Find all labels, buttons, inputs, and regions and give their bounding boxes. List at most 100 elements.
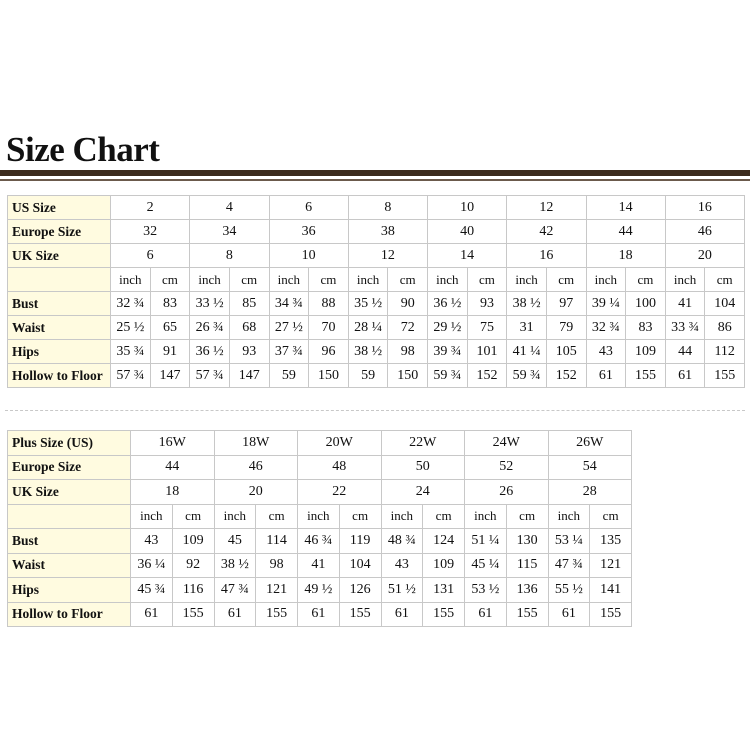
value-cell: 55 ½ <box>547 577 591 603</box>
value-cell: 85 <box>228 291 270 316</box>
value-cell: 46 ¾ <box>297 528 340 554</box>
value-cell: 97 <box>545 291 587 316</box>
row-label: Europe Size <box>7 454 131 480</box>
plus-size-table: Plus Size (US) 16W 18W 20W 22W 24W 26W Europe S… <box>7 430 632 627</box>
value-cell: 43 <box>585 339 627 364</box>
size-cell: 18 <box>130 479 215 505</box>
size-cell: 44 <box>130 454 215 480</box>
size-row: UK Size 18 20 22 24 26 28 <box>7 479 632 505</box>
size-cell: 16 <box>506 243 587 268</box>
size-cell: 26 <box>464 479 549 505</box>
unit-cell: cm <box>387 267 428 292</box>
value-cell: 147 <box>228 363 270 388</box>
size-cell: 44 <box>585 219 666 244</box>
value-cell: 150 <box>308 363 349 388</box>
unit-cell: cm <box>422 503 465 529</box>
size-cell: 26W <box>547 430 632 456</box>
value-cell: 68 <box>228 315 270 340</box>
value-cell: 43 <box>380 552 424 578</box>
value-cell: 75 <box>466 315 508 340</box>
size-cell: 18 <box>585 243 666 268</box>
unit-cell: cm <box>505 503 549 529</box>
size-cell: 20 <box>664 243 746 268</box>
value-cell: 26 ¾ <box>189 315 230 340</box>
value-cell: 38 ½ <box>213 552 257 578</box>
unit-cell: cm <box>308 267 349 292</box>
measure-row: Waist 36 ¼ 92 38 ½ 98 41 104 43 109 45 ¼ 115 47 ¾ 12… <box>7 552 632 578</box>
row-label: US Size <box>7 195 111 220</box>
size-cell: 20 <box>213 479 298 505</box>
row-label: Europe Size <box>7 219 111 244</box>
size-cell: 24W <box>464 430 549 456</box>
row-label: Hollow to Floor <box>7 363 111 388</box>
unit-cell: cm <box>255 503 298 529</box>
measure-row: Bust 32 ¾ 83 33 ½ 85 34 ¾ 88 35 ½ 90 36 ½ 93 38 ½ 97… <box>7 291 745 316</box>
value-cell: 41 <box>297 552 340 578</box>
unit-cell: cm <box>704 267 745 292</box>
value-cell: 152 <box>466 363 508 388</box>
value-cell: 45 ¾ <box>130 577 173 603</box>
row-label: Hips <box>7 339 111 364</box>
value-cell: 88 <box>308 291 349 316</box>
unit-cell: inch <box>189 267 230 292</box>
value-cell: 155 <box>422 601 465 627</box>
title-rule <box>0 170 750 176</box>
size-cell: 28 <box>547 479 632 505</box>
value-cell: 98 <box>387 339 428 364</box>
value-cell: 131 <box>422 577 465 603</box>
value-cell: 101 <box>466 339 508 364</box>
value-cell: 93 <box>228 339 270 364</box>
value-cell: 38 ½ <box>506 291 547 316</box>
unit-cell: inch <box>130 503 173 529</box>
value-cell: 114 <box>255 528 298 554</box>
value-cell: 59 <box>347 363 389 388</box>
value-cell: 115 <box>505 552 549 578</box>
value-cell: 130 <box>505 528 549 554</box>
size-cell: 22 <box>297 479 382 505</box>
value-cell: 36 ¼ <box>130 552 173 578</box>
unit-cell: inch <box>110 267 151 292</box>
unit-cell: inch <box>347 267 389 292</box>
value-cell: 61 <box>464 601 507 627</box>
value-cell: 34 ¾ <box>268 291 310 316</box>
value-cell: 57 ¾ <box>189 363 230 388</box>
title-rule <box>0 179 750 181</box>
value-cell: 155 <box>255 601 298 627</box>
value-cell: 155 <box>625 363 666 388</box>
size-cell: 50 <box>380 454 465 480</box>
value-cell: 35 ¾ <box>110 339 151 364</box>
unit-cell: cm <box>466 267 508 292</box>
unit-cell: inch <box>268 267 310 292</box>
value-cell: 61 <box>585 363 627 388</box>
value-cell: 86 <box>704 315 745 340</box>
value-cell: 59 ¾ <box>506 363 547 388</box>
value-cell: 53 ¼ <box>547 528 591 554</box>
value-cell: 155 <box>171 601 215 627</box>
size-cell: 24 <box>380 479 465 505</box>
size-cell: 40 <box>426 219 508 244</box>
unit-cell: cm <box>625 267 666 292</box>
value-cell: 48 ¾ <box>380 528 424 554</box>
value-cell: 29 ½ <box>427 315 468 340</box>
value-cell: 100 <box>625 291 666 316</box>
value-cell: 105 <box>545 339 587 364</box>
unit-cell: inch <box>585 267 627 292</box>
size-cell: 20W <box>297 430 382 456</box>
value-cell: 83 <box>625 315 666 340</box>
size-cell: 12 <box>347 243 429 268</box>
size-cell: 46 <box>664 219 746 244</box>
unit-cell: cm <box>589 503 632 529</box>
value-cell: 152 <box>545 363 587 388</box>
value-cell: 57 ¾ <box>110 363 151 388</box>
value-cell: 79 <box>545 315 587 340</box>
size-cell: 46 <box>213 454 298 480</box>
value-cell: 49 ½ <box>297 577 340 603</box>
value-cell: 147 <box>149 363 191 388</box>
unit-row: inch cm inch cm inch cm inch cm inch cm inch cm <box>7 503 632 529</box>
size-row: Europe Size 32 34 36 38 40 42 44 46 <box>7 219 746 244</box>
row-label <box>7 267 111 292</box>
value-cell: 93 <box>466 291 508 316</box>
value-cell: 61 <box>130 601 173 627</box>
value-cell: 124 <box>422 528 465 554</box>
